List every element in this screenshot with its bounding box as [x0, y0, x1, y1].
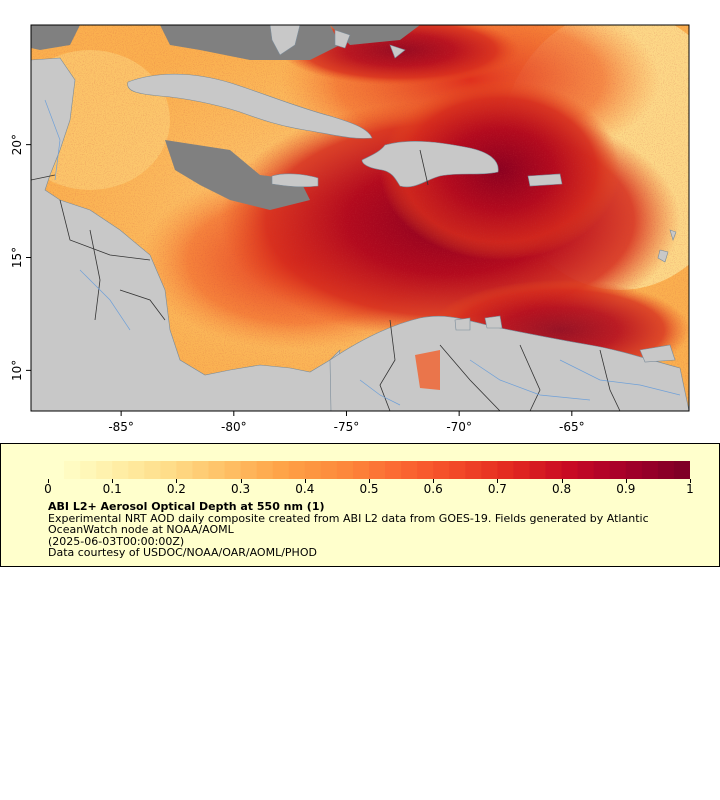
colorbar-step — [288, 461, 306, 479]
map-figure: -85° -80° -75° -70° -65° 10° 15° 20° — [10, 24, 690, 434]
colorbar-step — [320, 461, 338, 479]
legend-description: Experimental NRT AOD daily composite cre… — [48, 511, 649, 536]
colorbar-step — [561, 461, 579, 479]
colorbar-step — [192, 461, 209, 479]
map-frame — [30, 24, 690, 412]
colorbar-step — [433, 461, 450, 479]
colorbar-step — [272, 461, 290, 479]
colorbar-step — [128, 461, 145, 479]
colorbar-tick-label: 0.5 — [359, 482, 379, 496]
colorbar-step — [64, 461, 81, 479]
colorbar-tick-label: 0.1 — [102, 482, 122, 496]
colorbar-step — [160, 461, 177, 479]
colorbar-tick-label: 0.8 — [552, 482, 572, 496]
puerto-rico-land — [527, 173, 563, 187]
x-tick-label: -75° — [334, 420, 360, 434]
y-tick-label: 20° — [10, 134, 24, 155]
colorbar-step — [449, 461, 466, 479]
colorbar-step — [417, 461, 434, 479]
legend-panel: 0 0.1 0.2 0.3 0.4 0.5 0.6 0.7 0.8 0.9 1 ABI L2+ Ae… — [0, 443, 720, 567]
x-tick-label: -80° — [221, 420, 247, 434]
colorbar-tick — [48, 479, 49, 483]
colorbar-step — [657, 461, 675, 479]
colorbar-tick — [561, 479, 563, 483]
y-tick-label: 10° — [10, 360, 24, 381]
colorbar-step — [641, 461, 659, 479]
colorbar-tick — [304, 479, 306, 483]
colorbar-step — [465, 461, 482, 479]
colorbar-tick-label: 0.4 — [295, 482, 315, 496]
legend-text: ABI L2+ Aerosol Optical Depth at 550 nm … — [48, 501, 688, 559]
colorbar-step — [529, 461, 547, 479]
colorbar-step — [385, 461, 402, 479]
colorbar-step — [80, 461, 97, 479]
longitude-axis: -85° -80° -75° -70° -65° — [108, 411, 585, 434]
colorbar-step — [144, 461, 161, 479]
x-tick-label: -65° — [559, 420, 585, 434]
colorbar-step — [176, 461, 193, 479]
jamaica-land — [271, 173, 319, 188]
colorbar-tick — [240, 479, 242, 483]
colorbar-step — [545, 461, 563, 479]
colorbar-step — [256, 461, 274, 479]
country-borders — [31, 149, 621, 411]
colorbar-step — [497, 461, 514, 479]
colorbar-step — [336, 461, 354, 479]
x-tick-label: -70° — [446, 420, 472, 434]
colorbar-tick-label: 0 — [44, 482, 52, 496]
colorbar-tick-label: 1 — [686, 482, 694, 496]
legend-title: ABI L2+ Aerosol Optical Depth at 550 nm … — [48, 500, 325, 513]
colorbar-tick — [369, 479, 370, 483]
colorbar-step — [609, 461, 627, 479]
colorbar-tick-label: 0.6 — [423, 482, 443, 496]
rivers — [44, 99, 681, 406]
colorbar-step — [673, 461, 690, 479]
map-plot-area — [31, 25, 689, 411]
colorbar-tick-label: 0.7 — [487, 482, 507, 496]
aod-map: -85° -80° -75° -70° -65° 10° 15° 20° — [10, 24, 690, 434]
colorbar-step — [224, 461, 242, 479]
colorbar-tick-label: 0.9 — [616, 482, 636, 496]
colorbar-tick — [625, 479, 627, 483]
colorbar-step — [112, 461, 129, 479]
colorbar-tick-label: 0.2 — [166, 482, 186, 496]
y-tick-label: 15° — [10, 247, 24, 268]
legend-time: (2025-06-03T00:00:00Z) — [48, 534, 185, 548]
landmasses — [31, 25, 689, 411]
central-america-land — [31, 57, 341, 411]
colorbar-step — [304, 461, 322, 479]
cuba-land — [127, 73, 373, 139]
colorbar-step — [625, 461, 643, 479]
colorbar-step — [240, 461, 258, 479]
colorbar-tick — [433, 479, 435, 483]
colorbar-step — [352, 461, 370, 479]
colorbar-step — [513, 461, 530, 479]
aod-colorbar — [48, 461, 690, 479]
colorbar-tick-label: 0.3 — [231, 482, 251, 496]
colorbar-tick — [112, 479, 114, 483]
colorbar-step — [96, 461, 113, 479]
latitude-axis: 10° 15° 20° — [10, 134, 31, 381]
colorbar-step — [577, 461, 595, 479]
colorbar-step — [369, 461, 386, 479]
colorbar-tick — [690, 479, 691, 483]
x-tick-label: -85° — [108, 420, 134, 434]
legend-credit: Data courtesy of USDOC/NOAA/OAR/AOML/PHO… — [48, 546, 317, 559]
colorbar-step — [481, 461, 498, 479]
colorbar-tick — [176, 479, 178, 483]
colorbar-step — [208, 461, 226, 479]
colorbar-step — [401, 461, 418, 479]
colorbar-step — [48, 461, 65, 479]
colorbar-tick — [497, 479, 499, 483]
hispaniola-land — [361, 141, 499, 188]
colorbar-step — [593, 461, 611, 479]
